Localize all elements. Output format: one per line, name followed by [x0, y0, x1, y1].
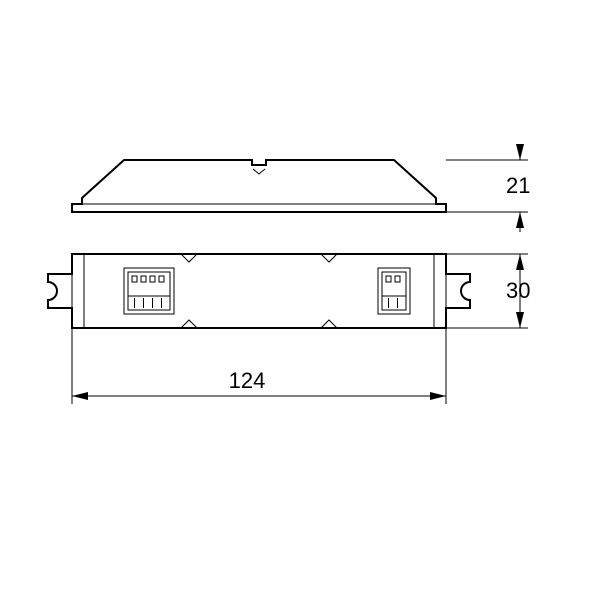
front-top-notch-1 — [321, 254, 337, 262]
connector-left-screw-0 — [132, 276, 137, 282]
front-top-notch-0 — [181, 254, 197, 262]
front-view-outline — [48, 254, 470, 328]
connector-right-housing — [378, 268, 410, 314]
connector-left-screw-1 — [141, 276, 146, 282]
top-view-chevron — [253, 169, 265, 174]
connector-left-screw-2 — [150, 276, 155, 282]
connector-left-housing — [124, 268, 174, 314]
dim-depth-label: 21 — [506, 173, 530, 198]
front-bottom-notch-1 — [321, 320, 337, 328]
connector-right-screw-0 — [386, 276, 391, 282]
dim-height-label: 30 — [506, 278, 530, 303]
dim-width-label: 124 — [229, 368, 266, 393]
connector-left-screw-3 — [159, 276, 164, 282]
front-bottom-notch-0 — [181, 320, 197, 328]
connector-right-screw-1 — [395, 276, 400, 282]
